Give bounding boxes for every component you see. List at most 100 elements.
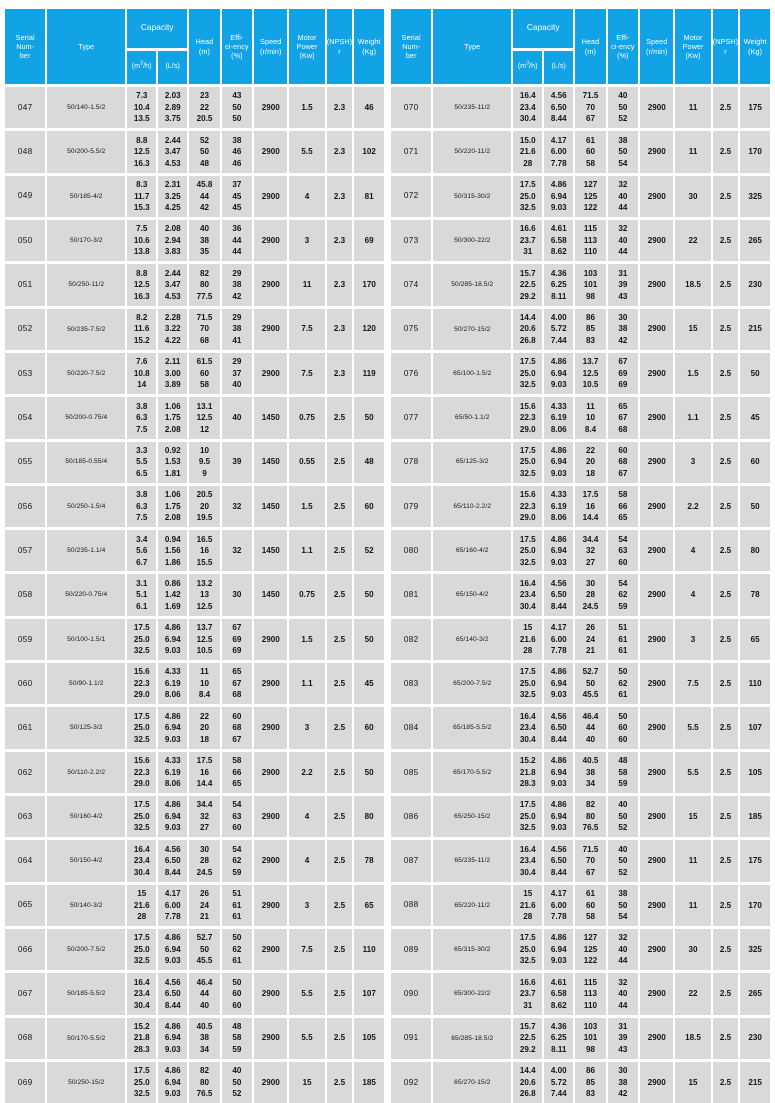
cell-serial-number: 065 xyxy=(5,884,46,926)
table-row[interactable]: 072 50/315-30/2 17.5 25.0 32.5 4.86 6.94 9.03 12… xyxy=(391,175,770,217)
table-row[interactable]: 070 50/235-11/2 16.4 23.4 30.4 4.56 6.50 8.44 71… xyxy=(391,87,770,129)
cell-speed: 1450 xyxy=(254,397,288,439)
table-row[interactable]: 051 50/250-11/2 8.8 12.5 16.3 2.44 3.47 4.53 82 8… xyxy=(5,264,384,306)
cell-head: 61 60 58 xyxy=(575,131,606,173)
cell-npshr: 2.5 xyxy=(326,397,353,439)
cell-motor-power: 11 xyxy=(675,87,711,129)
table-row[interactable]: 087 65/235-11/2 16.4 23.4 30.4 4.56 6.50 8.44 71… xyxy=(391,840,770,882)
cell-capacity-ls: 4.86 6.94 9.03 xyxy=(158,1017,188,1059)
cell-efficiency: 38 50 54 xyxy=(607,884,639,926)
cell-capacity-m3h: 15 21.6 28 xyxy=(513,884,543,926)
col-header-efficiency-left: Effi-ci-ency (%) xyxy=(221,9,253,84)
cell-capacity-ls: 4.33 6.19 8.06 xyxy=(158,663,188,705)
table-row[interactable]: 081 65/150-4/2 16.4 23.4 30.4 4.56 6.50 8.44 30 2… xyxy=(391,574,770,616)
table-row[interactable]: 052 50/235-7.5/2 8.2 11.6 15.2 2.28 3.22 4.22 71… xyxy=(5,308,384,350)
cell-speed: 2900 xyxy=(640,663,674,705)
table-row[interactable]: 089 65/315-30/2 17.5 25.0 32.5 4.86 6.94 9.03 12… xyxy=(391,928,770,971)
cell-type: 65/160-4/2 xyxy=(433,530,512,572)
table-row[interactable]: 078 65/125-3/2 17.5 25.0 32.5 4.86 6.94 9.03 22 2… xyxy=(391,441,770,483)
table-row[interactable]: 082 65/140-3/2 15 21.6 28 4.17 6.00 7.78 26 24 21 5… xyxy=(391,618,770,661)
table-row[interactable]: 080 65/160-4/2 17.5 25.0 32.5 4.86 6.94 9.03 34.… xyxy=(391,530,770,572)
table-row[interactable]: 059 50/100-1.5/1 17.5 25.0 32.5 4.86 6.94 9.03 1… xyxy=(5,618,384,661)
cell-efficiency: 36 44 44 xyxy=(221,219,253,262)
cell-npshr: 2.5 xyxy=(712,707,739,749)
cell-capacity-ls: 2.28 3.22 4.22 xyxy=(158,308,188,350)
cell-weight: 50 xyxy=(740,352,770,395)
table-row[interactable]: 054 50/200-0.75/4 3.8 6.3 7.5 1.06 1.75 2.08 13.… xyxy=(5,397,384,439)
table-row[interactable]: 048 50/200-5.5/2 8.8 12.5 16.3 2.44 3.47 4.53 52… xyxy=(5,131,384,173)
table-row[interactable]: 074 50/285-18.5/2 15.7 22.5 29.2 4.36 6.25 8.11… xyxy=(391,264,770,306)
table-row[interactable]: 065 50/140-3/2 15 21.6 28 4.17 6.00 7.78 26 24 21 5… xyxy=(5,884,384,926)
pump-spec-table-left: Serial Num-ber Type Capacity Head (m) Effi-ci-… xyxy=(3,6,386,1103)
table-row[interactable]: 055 50/185-0.55/4 3.3 5.5 6.5 0.92 1.53 1.81 10 9… xyxy=(5,441,384,483)
table-row[interactable]: 092 65/270-15/2 14.4 20.6 26.8 4.00 5.72 7.44 86… xyxy=(391,1061,770,1103)
table-row[interactable]: 064 50/150-4/2 16.4 23.4 30.4 4.56 6.50 8.44 30 2… xyxy=(5,840,384,882)
cell-capacity-m3h: 15 21.6 28 xyxy=(127,884,157,926)
cell-capacity-m3h: 17.5 25.0 32.5 xyxy=(513,175,543,217)
cell-head: 17.5 16 14.4 xyxy=(575,485,606,528)
table-row[interactable]: 066 50/200-7.5/2 17.5 25.0 32.5 4.86 6.94 9.03 5… xyxy=(5,928,384,971)
cell-serial-number: 048 xyxy=(5,131,46,173)
cell-capacity-m3h: 14.4 20.6 26.8 xyxy=(513,1061,543,1103)
table-row[interactable]: 049 50/185-4/2 8.3 11.7 15.3 2.31 3.25 4.25 45.8… xyxy=(5,175,384,217)
cell-speed: 2900 xyxy=(254,884,288,926)
cell-efficiency: 48 58 59 xyxy=(607,751,639,793)
cell-npshr: 2.5 xyxy=(712,397,739,439)
cell-weight: 48 xyxy=(354,441,384,483)
cell-head: 30 28 24.5 xyxy=(189,840,220,882)
table-row[interactable]: 076 65/100-1.5/2 17.5 25.0 32.5 4.86 6.94 9.03 1… xyxy=(391,352,770,395)
table-row[interactable]: 079 65/110-2.2/2 15.6 22.3 29.0 4.33 6.19 8.06 1… xyxy=(391,485,770,528)
cell-head: 11 10 8.4 xyxy=(575,397,606,439)
table-row[interactable]: 063 50/160-4/2 17.5 25.0 32.5 4.86 6.94 9.03 34.… xyxy=(5,796,384,838)
cell-efficiency: 60 68 67 xyxy=(607,441,639,483)
cell-npshr: 2.5 xyxy=(712,485,739,528)
table-row[interactable]: 075 50/270-15/2 14.4 20.6 26.8 4.00 5.72 7.44 86… xyxy=(391,308,770,350)
cell-npshr: 2.5 xyxy=(712,219,739,262)
cell-serial-number: 091 xyxy=(391,1017,432,1059)
table-row[interactable]: 088 65/220-11/2 15 21.6 28 4.17 6.00 7.78 61 60 58… xyxy=(391,884,770,926)
table-block-right: Serial Num-ber Type Capacity Head (m) Effi-ci-… xyxy=(389,6,772,1103)
cell-serial-number: 087 xyxy=(391,840,432,882)
cell-efficiency: 29 38 41 xyxy=(221,308,253,350)
table-row[interactable]: 060 50/90-1.1/2 15.6 22.3 29.0 4.33 6.19 8.06 11… xyxy=(5,663,384,705)
cell-capacity-m3h: 17.5 25.0 32.5 xyxy=(127,1061,157,1103)
cell-weight: 50 xyxy=(354,618,384,661)
cell-efficiency: 29 38 42 xyxy=(221,264,253,306)
table-row[interactable]: 050 50/170-3/2 7.5 10.6 13.8 2.08 2.94 3.83 40 38… xyxy=(5,219,384,262)
table-row[interactable]: 053 50/220-7.5/2 7.6 10.8 14 2.11 3.00 3.89 61.5… xyxy=(5,352,384,395)
cell-type: 65/200-7.5/2 xyxy=(433,663,512,705)
table-row[interactable]: 058 50/220-0.75/4 3.1 5.1 6.1 0.86 1.42 1.69 13.… xyxy=(5,574,384,616)
table-row[interactable]: 091 65/285-18.5/2 15.7 22.5 29.2 4.36 6.25 8.11… xyxy=(391,1017,770,1059)
table-row[interactable]: 083 65/200-7.5/2 17.5 25.0 32.5 4.86 6.94 9.03 5… xyxy=(391,663,770,705)
table-row[interactable]: 086 65/250-15/2 17.5 25.0 32.5 4.86 6.94 9.03 82… xyxy=(391,796,770,838)
col-header-speed-left: Speed (r/min) xyxy=(254,9,288,84)
table-row[interactable]: 068 50/170-5.5/2 15.2 21.8 28.3 4.86 6.94 9.03 4… xyxy=(5,1017,384,1059)
cell-speed: 2900 xyxy=(640,485,674,528)
table-row[interactable]: 062 50/110-2.2/2 15.6 22.3 29.0 4.33 6.19 8.06 1… xyxy=(5,751,384,793)
table-block-left: Serial Num-ber Type Capacity Head (m) Effi-ci-… xyxy=(3,6,386,1103)
cell-type: 50/185-0.55/4 xyxy=(47,441,126,483)
cell-motor-power: 7.5 xyxy=(675,663,711,705)
cell-capacity-ls: 4.56 6.50 8.44 xyxy=(544,840,574,882)
table-row[interactable]: 084 65/185-5.5/2 16.4 23.4 30.4 4.56 6.50 8.44 4… xyxy=(391,707,770,749)
cell-type: 50/125-3/2 xyxy=(47,707,126,749)
table-row[interactable]: 077 65/50-1.1/2 15.6 22.3 29.0 4.33 6.19 8.06 11… xyxy=(391,397,770,439)
table-row[interactable]: 061 50/125-3/2 17.5 25.0 32.5 4.86 6.94 9.03 22 2… xyxy=(5,707,384,749)
table-row[interactable]: 071 50/220-11/2 15.0 21.6 28 4.17 6.00 7.78 61 60… xyxy=(391,131,770,173)
cell-capacity-ls: 4.33 6.19 8.06 xyxy=(158,751,188,793)
table-row[interactable]: 047 50/140-1.5/2 7.3 10.4 13.5 2.03 2.89 3.75 23… xyxy=(5,87,384,129)
table-row[interactable]: 085 65/170-5.5/2 15.2 21.8 28.3 4.86 6.94 9.03 4… xyxy=(391,751,770,793)
table-row[interactable]: 057 50/235-1.1/4 3.4 5.6 6.7 0.94 1.56 1.86 16.5… xyxy=(5,530,384,572)
table-row[interactable]: 090 65/300-22/2 16.6 23.7 31 4.61 6.58 8.62 115 1… xyxy=(391,973,770,1015)
cell-weight: 230 xyxy=(740,1017,770,1059)
cell-capacity-m3h: 3.8 6.3 7.5 xyxy=(127,485,157,528)
cell-efficiency: 31 39 43 xyxy=(607,1017,639,1059)
table-row[interactable]: 069 50/250-15/2 17.5 25.0 32.5 4.86 6.94 9.03 82… xyxy=(5,1061,384,1103)
table-row[interactable]: 067 50/185-5.5/2 16.4 23.4 30.4 4.56 6.50 8.44 4… xyxy=(5,973,384,1015)
table-row[interactable]: 056 50/250-1.5/4 3.8 6.3 7.5 1.06 1.75 2.08 20.5… xyxy=(5,485,384,528)
cell-speed: 2900 xyxy=(254,175,288,217)
cell-head: 13.2 13 12.5 xyxy=(189,574,220,616)
cell-efficiency: 54 62 59 xyxy=(607,574,639,616)
cell-npshr: 2.5 xyxy=(712,308,739,350)
table-row[interactable]: 073 50/300-22/2 16.6 23.7 31 4.61 6.58 8.62 115 1… xyxy=(391,219,770,262)
